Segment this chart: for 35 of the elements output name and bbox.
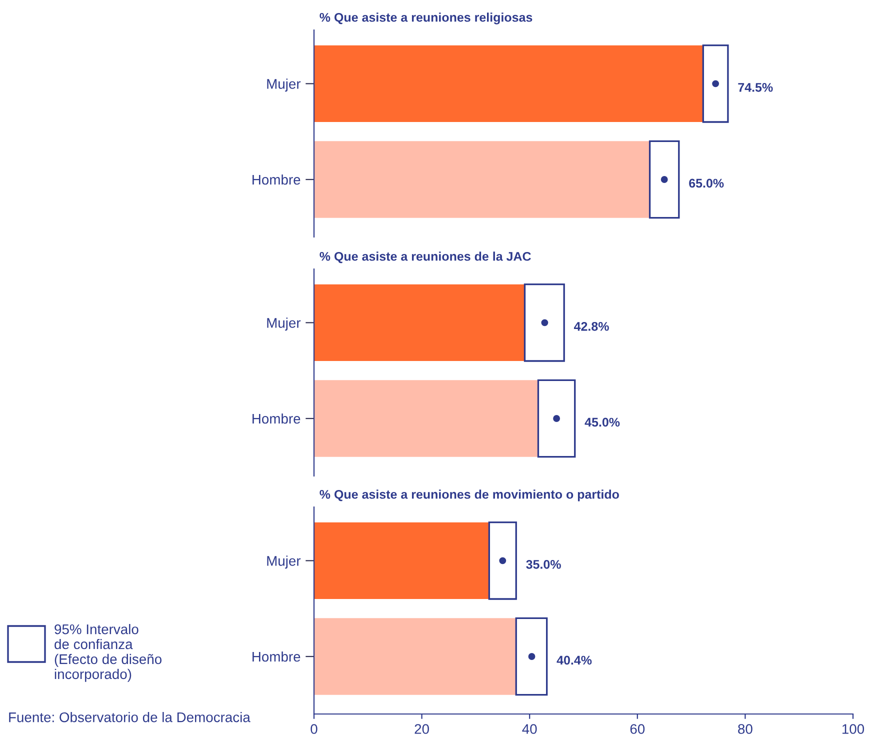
chart-title: % Que asiste a reuniones religiosas xyxy=(320,12,532,24)
x-tick-label: 0 xyxy=(310,724,318,734)
bar xyxy=(537,379,576,458)
data-label: 42.8% xyxy=(574,322,609,331)
y-tick-label: Mujer xyxy=(267,318,301,331)
x-tick-label: 20 xyxy=(414,724,429,734)
bar xyxy=(314,618,516,695)
chart-title: % Que asiste a reuniones de la JAC xyxy=(320,252,531,264)
y-tick-label: Hombre xyxy=(252,651,300,662)
x-tick-label: 80 xyxy=(738,724,752,734)
bar xyxy=(648,140,680,219)
data-label: 35.0% xyxy=(526,560,561,569)
data-label: 65.0% xyxy=(689,178,724,188)
bar xyxy=(524,284,565,362)
bar xyxy=(314,284,525,361)
y-tick-label: Mujer xyxy=(267,78,301,92)
bar xyxy=(314,45,704,122)
source-note: Fuente: Observatorio de la Democracia xyxy=(9,712,250,722)
bar xyxy=(488,522,517,600)
data-label: 40.4% xyxy=(556,656,592,665)
bar xyxy=(702,44,729,123)
x-tick-label: 40 xyxy=(522,724,537,734)
y-tick-label: Mujer xyxy=(267,556,301,569)
bar xyxy=(314,522,490,599)
data-label: 74.5% xyxy=(738,82,773,92)
x-tick-label: 60 xyxy=(630,724,645,734)
x-tick-label: 100 xyxy=(842,724,864,734)
bar xyxy=(515,617,548,696)
bar xyxy=(314,141,650,218)
text: 95% Intervalo de confianza (Efecto de diseño incorporado) xyxy=(54,624,162,682)
y-tick-label: Hombre xyxy=(252,174,300,185)
data-label: 45.0% xyxy=(584,418,620,427)
bar xyxy=(314,380,538,457)
y-tick-label: Hombre xyxy=(252,413,300,424)
chart-title: % Que asiste a reuniones de movimiento o partido xyxy=(320,490,619,502)
